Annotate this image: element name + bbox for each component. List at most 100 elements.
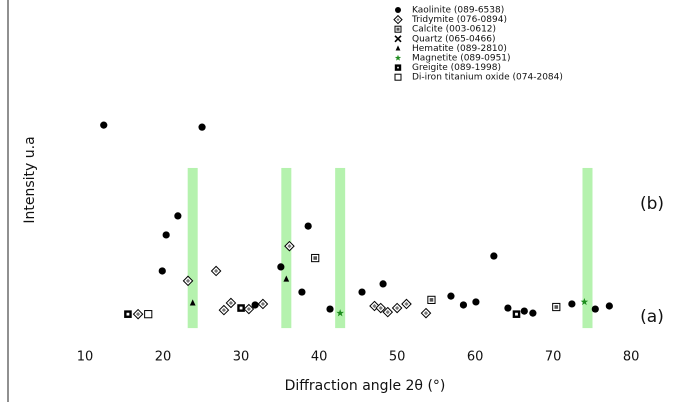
legend-label: Quartz (065-0466)	[412, 34, 495, 44]
marker-part	[512, 310, 521, 318]
marker-part	[520, 307, 528, 315]
y-axis-label: Intensity u.a	[22, 136, 38, 223]
marker-part	[100, 121, 108, 129]
legend-marker	[393, 14, 403, 25]
marker-part	[395, 305, 400, 311]
marker	[225, 297, 237, 309]
marker-part	[529, 309, 537, 317]
marker	[189, 299, 196, 306]
legend-label: Tridymite (076-0894)	[411, 15, 507, 25]
marker-part	[396, 18, 400, 22]
marker-part	[472, 298, 480, 306]
legend-label: Greigite (089-1998)	[412, 63, 501, 73]
marker	[605, 302, 613, 310]
marker	[144, 310, 153, 319]
marker	[298, 288, 306, 296]
legend-label: Calcite (003-0612)	[412, 25, 496, 35]
marker	[162, 231, 170, 239]
marker-part	[490, 252, 498, 260]
marker-part	[221, 307, 227, 313]
marker	[529, 309, 537, 317]
marker	[504, 304, 512, 312]
marker-part	[379, 280, 387, 288]
marker-part	[228, 300, 234, 306]
marker-part	[144, 310, 153, 319]
marker-part	[605, 302, 613, 310]
marker-part	[214, 268, 219, 274]
marker-part	[251, 301, 259, 309]
marker-part	[459, 301, 468, 309]
marker-part	[580, 297, 589, 306]
legend-marker	[394, 54, 402, 61]
marker-part	[298, 288, 306, 296]
marker	[401, 298, 412, 310]
marker	[382, 306, 394, 318]
marker	[427, 295, 436, 304]
legend-marker	[395, 7, 401, 13]
marker-part	[358, 288, 366, 296]
marker	[379, 280, 387, 288]
marker	[257, 298, 269, 310]
marker	[447, 292, 455, 300]
marker	[237, 304, 245, 312]
marker-part	[185, 278, 191, 283]
x-tick-label: 70	[545, 350, 562, 365]
marker	[243, 303, 255, 315]
marker-part	[158, 267, 166, 275]
highlight-band	[582, 167, 593, 329]
legend-label: Magnetite (089-0951)	[412, 54, 511, 64]
x-tick-label: 80	[623, 350, 640, 365]
marker-part	[277, 263, 285, 271]
marker	[391, 302, 403, 314]
marker	[174, 212, 182, 220]
marker-part	[189, 299, 196, 306]
annotation: (a)	[640, 307, 664, 327]
marker	[375, 302, 387, 314]
marker	[552, 302, 561, 312]
marker-part	[174, 212, 182, 220]
legend-marker	[394, 64, 402, 71]
marker	[284, 240, 295, 252]
marker-part	[394, 64, 402, 71]
marker-part	[372, 303, 377, 309]
marker	[210, 265, 222, 277]
marker-part	[504, 304, 512, 312]
marker-part	[326, 305, 334, 313]
marker-part	[395, 7, 401, 13]
marker-part	[124, 310, 132, 318]
marker	[277, 263, 285, 271]
highlight-band	[335, 167, 346, 329]
marker	[326, 305, 334, 313]
legend-marker	[394, 25, 402, 33]
legend-label: Di-iron titanium oxide (074-2084)	[412, 73, 563, 83]
marker-part	[591, 305, 599, 313]
marker	[568, 300, 576, 308]
marker	[520, 307, 528, 315]
marker-part	[283, 275, 290, 282]
marker	[512, 310, 521, 318]
marker-part	[162, 231, 170, 239]
marker-part	[568, 300, 576, 308]
marker	[158, 267, 166, 275]
x-axis-label: Diffraction angle 2θ (°)	[285, 378, 446, 394]
marker-part	[260, 301, 266, 307]
legend-marker	[394, 73, 402, 81]
x-tick-label: 10	[77, 350, 94, 365]
legend-marker	[394, 35, 402, 43]
marker	[198, 123, 206, 131]
marker	[304, 222, 312, 230]
marker	[459, 301, 468, 309]
marker-part	[395, 45, 401, 51]
marker-part	[394, 35, 402, 43]
marker-part	[304, 222, 312, 230]
marker	[472, 298, 480, 306]
marker	[218, 304, 230, 316]
marker	[124, 310, 132, 318]
marker	[591, 305, 599, 313]
marker-part	[396, 27, 400, 31]
x-tick-label: 40	[311, 350, 328, 365]
marker-part	[135, 312, 141, 317]
marker	[358, 288, 366, 296]
